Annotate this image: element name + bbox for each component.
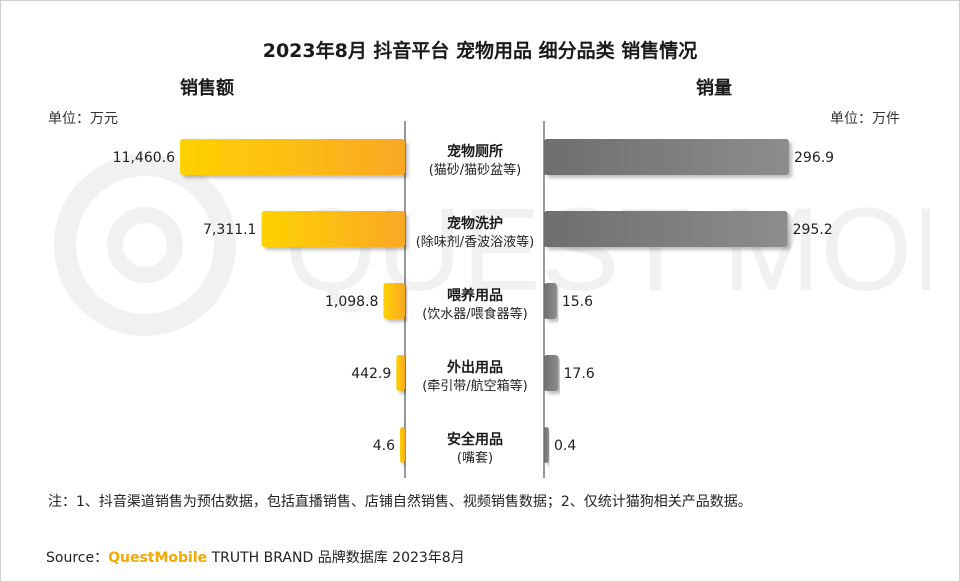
category-name-0: 宠物厕所 xyxy=(447,143,503,160)
right-value-label-3: 17.6 xyxy=(564,366,595,382)
left-unit-label: 单位：万元 xyxy=(48,111,118,127)
category-sub-3: (牵引带/航空箱等) xyxy=(422,378,528,394)
right-unit-label: 单位：万件 xyxy=(830,111,900,127)
category-name-3: 外出用品 xyxy=(447,359,503,376)
category-name-1: 宠物洗护 xyxy=(447,215,503,232)
chart-title: 2023年8月 抖音平台 宠物用品 细分品类 销售情况 xyxy=(262,40,698,62)
right-bar-1 xyxy=(544,211,788,247)
right-value-label-2: 15.6 xyxy=(562,294,593,310)
left-bar-4 xyxy=(400,427,405,463)
category-name-2: 喂养用品 xyxy=(447,287,503,304)
right-value-label-0: 296.9 xyxy=(794,150,834,166)
left-value-label-0: 11,460.6 xyxy=(113,150,175,166)
left-bar-2 xyxy=(383,283,405,319)
left-value-label-1: 7,311.1 xyxy=(203,222,256,238)
source-line: Source：QuestMobile TRUTH BRAND 品牌数据库 202… xyxy=(46,547,465,567)
category-sub-2: (饮水器/喂食器等) xyxy=(422,306,528,322)
category-sub-0: (猫砂/猫砂盆等) xyxy=(429,162,522,178)
left-bar-3 xyxy=(396,355,405,391)
left-bar-1 xyxy=(261,211,405,247)
left-value-label-3: 442.9 xyxy=(351,366,391,382)
right-value-label-4: 0.4 xyxy=(554,438,576,454)
right-bar-3 xyxy=(544,355,559,391)
category-sub-4: (嘴套) xyxy=(457,450,493,466)
left-series-header: 销售额 xyxy=(180,78,234,99)
source-prefix: Source： xyxy=(46,550,109,566)
right-bar-2 xyxy=(544,283,557,319)
right-value-label-1: 295.2 xyxy=(793,222,833,238)
right-bar-0 xyxy=(544,139,789,175)
left-value-label-2: 1,098.8 xyxy=(325,294,378,310)
source-brand: QuestMobile xyxy=(108,550,208,566)
right-bar-4 xyxy=(544,427,549,463)
left-bar-0 xyxy=(180,139,405,175)
category-name-4: 安全用品 xyxy=(447,431,503,448)
category-sub-1: (除味剂/香波浴液等) xyxy=(416,234,535,250)
right-series-header: 销量 xyxy=(696,78,732,99)
footnote: 注：1、抖音渠道销售为预估数据，包括直播销售、店铺自然销售、视频销售数据；2、仅… xyxy=(48,494,752,510)
source-suffix: TRUTH BRAND 品牌数据库 2023年8月 xyxy=(207,550,465,566)
left-value-label-4: 4.6 xyxy=(373,438,395,454)
